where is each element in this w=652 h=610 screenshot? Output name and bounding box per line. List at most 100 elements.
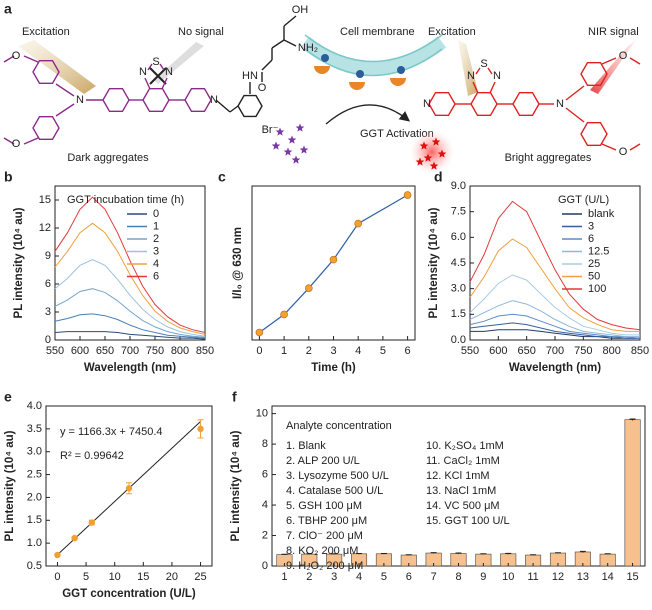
analyte-label: 4. Catalase 500 U/L xyxy=(286,485,383,497)
error-bar xyxy=(554,552,561,554)
x-axis-label: Wavelength (nm) xyxy=(509,362,601,374)
ring xyxy=(580,62,608,87)
spectrum-line xyxy=(54,288,206,338)
bond xyxy=(55,103,75,117)
scheme: a Excitation No signal Cell membrane Exc… xyxy=(3,1,641,174)
label: NIR signal xyxy=(588,26,639,38)
ring xyxy=(142,87,170,113)
x-tick-label: 3 xyxy=(331,571,337,583)
y-tick-label: 15 xyxy=(39,194,51,206)
bond xyxy=(23,55,39,63)
x-tick-label: 9 xyxy=(480,571,486,583)
analyte-label: 15. GGT 100 U/L xyxy=(426,515,510,527)
y-tick-label: 4 xyxy=(262,499,268,511)
analyte-label: 9. H₂O₂ 200 μM xyxy=(286,560,363,572)
atom-label: N xyxy=(556,98,564,110)
x-tick-label: 750 xyxy=(146,345,164,357)
spectrum-line xyxy=(469,238,640,332)
analyte-label: 11. CaCl₂ 1mM xyxy=(426,455,500,467)
y-axis-label: I/I₀ @ 630 nm xyxy=(232,227,244,299)
atom-label: N xyxy=(423,98,431,110)
bond xyxy=(3,55,15,63)
legend-label: 6 xyxy=(588,233,594,245)
protein xyxy=(390,78,406,86)
spectrum-line xyxy=(469,300,640,338)
error-bar xyxy=(281,553,288,555)
chart-panel: c 0 1 2 3 4 5 6 Time (h) I/I₀ @ 630 nm xyxy=(218,169,416,374)
error-bar xyxy=(356,553,363,555)
x-tick-label: 600 xyxy=(71,345,89,357)
legend-label: 25 xyxy=(588,258,600,270)
x-tick-label: 10 xyxy=(109,571,121,583)
excitation-beam xyxy=(18,40,96,94)
y-tick-label: 1.5 xyxy=(27,514,42,526)
bond xyxy=(601,57,617,65)
panel-letter: c xyxy=(218,169,226,185)
y-tick-label: 8 xyxy=(262,438,268,450)
star xyxy=(295,123,305,132)
x-tick-label: 25 xyxy=(194,571,206,583)
x-tick-label: 600 xyxy=(489,345,507,357)
legend-label: blank xyxy=(588,208,615,220)
atom-label: O xyxy=(619,146,628,158)
bond xyxy=(565,85,585,101)
x-tick-label: 10 xyxy=(502,571,514,583)
y-tick-label: 3 xyxy=(45,306,51,318)
x-axis-label: GGT concentration (U/L) xyxy=(62,588,196,600)
atom-label: OH xyxy=(292,4,309,16)
legend-label: 6 xyxy=(153,270,159,282)
atom-label: HN xyxy=(242,70,258,82)
y-tick-label: 9 xyxy=(45,250,51,262)
atom-label: O xyxy=(12,138,21,150)
x-tick-label: 650 xyxy=(96,345,114,357)
x-tick-label: 4 xyxy=(355,345,361,357)
atom-label: Br⁻ xyxy=(262,124,279,136)
chart-panel: b 0 3 6 9 12 15 550 600 650 700 750 800 850 Wavelength… xyxy=(4,169,214,374)
star xyxy=(437,149,447,158)
nir-beam xyxy=(590,40,636,94)
label: No signal xyxy=(178,26,224,38)
atom-label: O xyxy=(258,82,267,94)
error-bar xyxy=(430,552,437,554)
bond xyxy=(629,57,641,65)
y-tick-label: 0 xyxy=(262,560,268,572)
y-tick-label: 3.5 xyxy=(27,423,42,435)
x-tick-label: 6 xyxy=(405,345,411,357)
atom-label: O xyxy=(12,50,21,62)
star xyxy=(275,127,285,136)
analyte-label: 2. ALP 200 U/L xyxy=(286,455,360,467)
x-axis-label: Time (h) xyxy=(311,362,356,374)
spectrum-line xyxy=(469,274,640,336)
spectrum-line xyxy=(54,196,206,333)
star xyxy=(415,157,425,166)
x-tick-label: 7 xyxy=(431,571,437,583)
x-tick-label: 800 xyxy=(602,345,620,357)
y-tick-label: 1.5 xyxy=(451,308,466,320)
label: Bright aggregates xyxy=(505,152,592,164)
legend-label: 12.5 xyxy=(588,245,609,257)
data-point xyxy=(197,425,204,433)
analyte-label: 14. VC 500 μM xyxy=(426,500,500,512)
analyte-label: 12. KCl 1mM xyxy=(426,470,490,482)
x-tick-label: 12 xyxy=(552,571,564,583)
y-tick-label: 2.0 xyxy=(27,491,42,503)
x-tick-label: 15 xyxy=(137,571,149,583)
analyte-label: 3. Lysozyme 500 U/L xyxy=(286,470,389,482)
bond xyxy=(271,39,285,49)
x-axis-label: Wavelength (nm) xyxy=(84,362,176,374)
x-tick-label: 13 xyxy=(577,571,589,583)
y-tick-label: 6.0 xyxy=(451,231,466,243)
error-bar xyxy=(380,553,387,555)
r-squared: R² = 0.99642 xyxy=(60,450,124,462)
star xyxy=(299,145,309,154)
ring xyxy=(184,87,212,113)
panel-letter: b xyxy=(4,169,13,185)
legend-title: GGT incubation time (h) xyxy=(67,194,184,206)
analyte-label: 5. GSH 100 μM xyxy=(286,500,362,512)
plot-frame xyxy=(45,405,213,567)
spectrum-line xyxy=(469,313,641,339)
analyte-label: 13. NaCl 1mM xyxy=(426,485,496,497)
legend-label: 2 xyxy=(153,233,159,245)
